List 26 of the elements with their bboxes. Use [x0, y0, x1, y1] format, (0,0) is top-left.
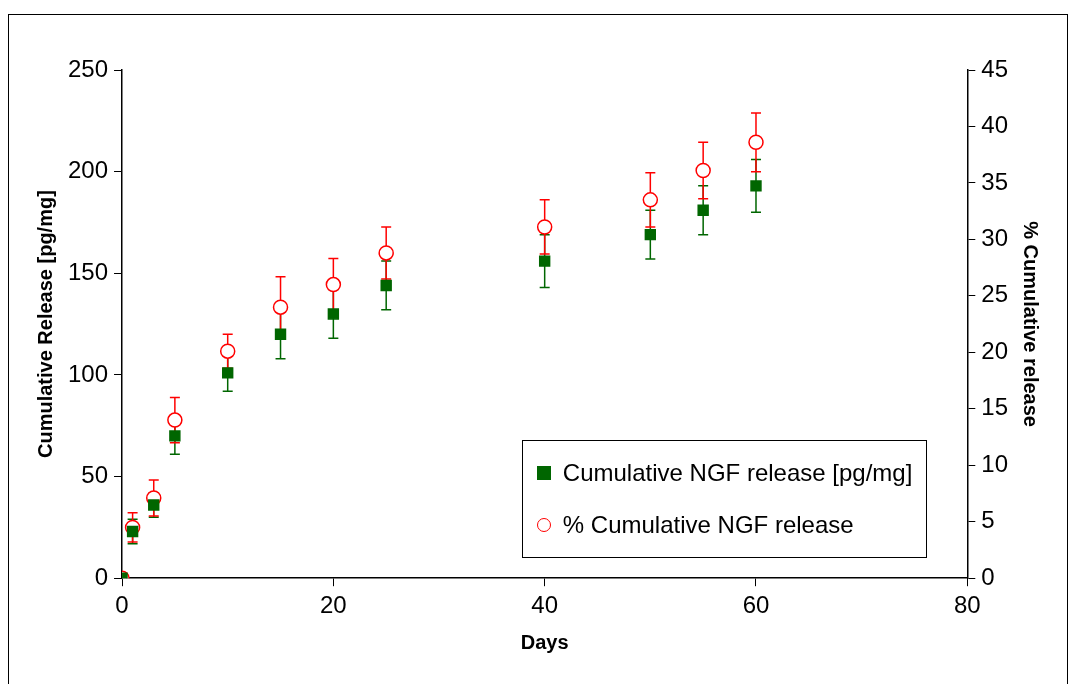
y2-axis-title: % Cumulative release	[1020, 221, 1043, 427]
y2-tick-label: 25	[981, 280, 1009, 308]
x-tick-label: 20	[320, 591, 347, 619]
x-tick-label: 40	[531, 591, 559, 619]
x-tick-label: 60	[742, 591, 770, 619]
x-tick-label: 80	[953, 591, 981, 619]
y-tick-label: 200	[68, 156, 109, 184]
y2-tick-label: 40	[981, 111, 1009, 139]
y2-tick-label: 0	[981, 562, 995, 590]
y-tick-label: 150	[68, 257, 109, 285]
y2-tick-label: 20	[981, 336, 1009, 364]
legend-label: Cumulative NGF release [pg/mg]	[562, 459, 913, 488]
y2-tick-label: 15	[981, 393, 1009, 421]
y2-tick-label: 45	[981, 54, 1009, 82]
y-tick-label: 50	[81, 461, 109, 489]
y-tick-label: 100	[68, 359, 109, 387]
y2-tick-label: 10	[981, 449, 1009, 477]
legend-label: % Cumulative NGF release	[562, 511, 854, 540]
y2-tick-label: 5	[981, 506, 995, 534]
y2-tick-label: 30	[981, 224, 1009, 252]
y-tick-label: 0	[94, 562, 109, 590]
x-tick-label: 0	[115, 591, 129, 619]
x-axis-title: Days	[520, 630, 569, 653]
y-axis-title: Cumulative Release [pg/mg]	[33, 190, 56, 459]
y2-tick-label: 35	[981, 167, 1009, 195]
y-tick-label: 250	[68, 54, 109, 82]
